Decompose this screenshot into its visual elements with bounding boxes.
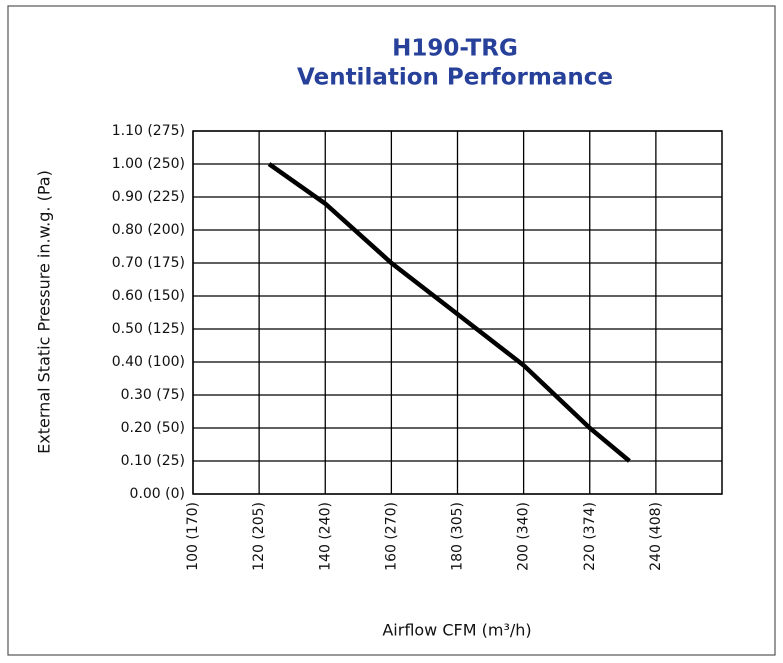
y-tick-label: 0.20 (50) [121, 420, 185, 436]
y-tick-label: 1.10 (275) [112, 123, 185, 139]
y-tick-label: 0.90 (225) [112, 189, 185, 205]
y-tick-label: 0.00 (0) [130, 486, 185, 502]
y-tick-label: 0.60 (150) [112, 288, 185, 304]
y-tick-label: 0.80 (200) [112, 222, 185, 238]
y-tick-label: 0.40 (100) [112, 354, 185, 370]
x-tick-label: 100 (170) [185, 502, 201, 571]
x-tick-label: 140 (240) [317, 502, 333, 571]
y-tick-label: 0.30 (75) [121, 387, 185, 403]
x-tick-label: 180 (305) [450, 502, 466, 571]
x-tick-label: 160 (270) [383, 502, 399, 571]
y-axis-label: External Static Pressure in.w.g. (Pa) [35, 170, 54, 454]
chart-title: H190-TRG [392, 36, 518, 62]
chart-subtitle: Ventilation Performance [297, 65, 613, 91]
y-tick-label: 0.70 (175) [112, 255, 185, 271]
x-tick-label: 220 (374) [582, 502, 598, 571]
y-tick-label: 0.50 (125) [112, 321, 185, 337]
data-line [267, 162, 631, 463]
frame [7, 5, 776, 656]
x-tick-label: 240 (408) [648, 502, 664, 571]
x-axis-label: Airflow CFM (m³/h) [382, 621, 531, 640]
y-tick-label: 0.10 (25) [121, 453, 185, 469]
x-tick-label: 200 (340) [516, 502, 532, 571]
x-tick-label: 120 (205) [251, 502, 267, 571]
y-tick-label: 1.00 (250) [112, 156, 185, 172]
